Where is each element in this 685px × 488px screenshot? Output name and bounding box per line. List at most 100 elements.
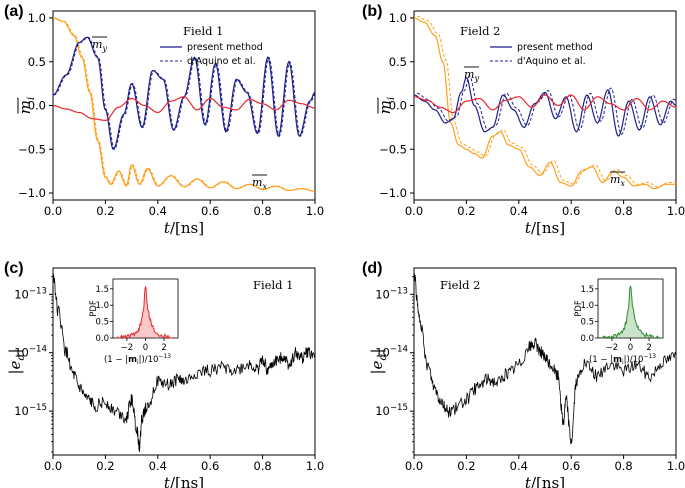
y-axis-label-text: |eα|: [6, 348, 27, 374]
panel-d: (d) 0.0 0.2 0.4 0.6 0.8 1.0 10−13 10−14 10−15 t/[n…: [362, 260, 685, 488]
y-axis-label: mi: [16, 97, 37, 115]
inset-y-tick-label: 0.0: [95, 334, 109, 344]
x-tick-label: 0.2: [96, 459, 114, 473]
inset-x-tick-label: 0: [628, 343, 633, 353]
y-tick-label: −1.0: [18, 186, 46, 200]
legend-reference: d'Aquino et al.: [517, 56, 586, 67]
x-tick-label: 0.0: [405, 204, 423, 218]
x-tick-label: 1.0: [667, 459, 685, 473]
series-m_y-reference: [417, 75, 676, 136]
y-tick-label: 10−15: [14, 403, 47, 418]
x-tick-label: 0.2: [457, 204, 475, 218]
y-tick-label: −0.5: [18, 142, 46, 156]
x-tick-label: 0.4: [149, 204, 167, 218]
x-tick-label: 0.0: [44, 204, 62, 218]
panel-label: (d): [362, 260, 382, 277]
inset-x-tick-label: 2: [646, 343, 651, 353]
inset-y-label-text: PDF: [89, 300, 99, 317]
x-tick-label: 0.8: [614, 204, 632, 218]
series-m_x-reference: [417, 15, 676, 188]
panel-label: (b): [362, 3, 382, 20]
y-tick-label: 0.0: [28, 99, 46, 113]
inset-x-label: (1 − |mi|)/10−13: [104, 353, 171, 366]
field-annotation: Field 2: [440, 278, 480, 292]
series-error: [414, 273, 676, 445]
x-tick-label: 1.0: [667, 204, 685, 218]
series-m_z: [414, 94, 676, 114]
field-annotation: Field 1: [183, 24, 223, 38]
y-tick-label: 10−15: [375, 403, 408, 418]
series-m_z: [53, 96, 315, 122]
x-axis-label: t/[ns]: [164, 474, 204, 488]
x-tick-label: 0.2: [457, 459, 475, 473]
x-tick-label: 0.8: [253, 459, 271, 473]
y-tick-label: 0.5: [28, 55, 46, 69]
y-tick-label: −0.5: [379, 142, 407, 156]
x-tick-label: 0.6: [562, 204, 580, 218]
x-tick-label: 0.0: [44, 459, 62, 473]
inset-fill: [117, 286, 174, 338]
curve-label-m_x: mx: [610, 173, 625, 188]
y-axis-label: |eα|: [6, 348, 27, 374]
inset-histogram: −2 0 2 0.0 0.5 1.0 1.5 PDF (1 − |mi|)/10−13: [89, 278, 179, 366]
y-tick-label: 1.0: [389, 11, 407, 25]
plot-area: [53, 17, 315, 192]
plot-area: [53, 270, 315, 453]
inset-y-tick-label: 1.5: [95, 285, 109, 295]
panel-b: (b) 0.0 0.2 0.4 0.6 0.8 1.0 1.0 0.5 0.0 −0.5 −1.0 t/…: [362, 3, 685, 237]
inset-x-label: (1 − |mi|)/10−13: [589, 353, 656, 366]
x-tick-label: 0.4: [510, 204, 528, 218]
field-annotation: Field 1: [253, 278, 293, 292]
inset-x-tick-label: −2: [121, 343, 134, 353]
inset-y-tick-label: 0.0: [580, 334, 594, 344]
inset-y-tick-label: 1.0: [95, 301, 109, 311]
plot-area: [414, 15, 676, 190]
inset-y-tick-label: 0.5: [95, 318, 109, 328]
inset-y-tick-label: 1.0: [580, 301, 594, 311]
series-m_x: [414, 17, 676, 190]
panel-label: (a): [4, 3, 24, 20]
inset-fill: [602, 285, 659, 338]
y-axis-label-text: mi: [16, 97, 37, 115]
x-tick-label: 0.4: [149, 459, 167, 473]
curve-label-m_y: my: [464, 68, 479, 83]
x-axis-label: t/[ns]: [525, 474, 565, 488]
y-tick-label: 10−13: [375, 286, 408, 301]
x-tick-label: 0.6: [201, 459, 219, 473]
panel-label: (c): [4, 260, 24, 277]
inset-curve: [117, 286, 174, 340]
y-tick-label: 1.0: [28, 11, 46, 25]
legend-reference: d'Aquino et al.: [187, 56, 256, 67]
y-axis-label: |eα|: [368, 348, 389, 374]
field-annotation: Field 2: [460, 24, 500, 38]
inset-frame: [597, 278, 664, 339]
curve-label-m_x: mx: [252, 176, 267, 191]
x-tick-label: 0.0: [405, 459, 423, 473]
plot-area: [414, 273, 676, 445]
y-tick-label: 10−14: [14, 345, 47, 360]
inset-histogram: −2 0 2 0.0 0.5 1.0 1.5 PDF (1 − |mi|)/10−13: [574, 278, 664, 366]
x-tick-label: 0.4: [510, 459, 528, 473]
x-tick-label: 0.8: [253, 204, 271, 218]
inset-x-tick-label: 2: [161, 343, 166, 353]
y-tick-label: 0.5: [389, 55, 407, 69]
x-axis-label: t/[ns]: [164, 219, 204, 237]
inset-y-label: PDF: [89, 300, 99, 317]
x-tick-label: 0.6: [562, 459, 580, 473]
x-tick-label: 1.0: [306, 459, 324, 473]
inset-y-label: PDF: [574, 300, 584, 317]
x-tick-label: 0.2: [96, 204, 114, 218]
inset-y-tick-label: 1.5: [580, 285, 594, 295]
inset-x-tick-label: 0: [143, 343, 148, 353]
x-tick-label: 1.0: [306, 204, 324, 218]
x-axis-label: t/[ns]: [525, 219, 565, 237]
legend-present: present method: [187, 42, 263, 53]
legend-present: present method: [517, 42, 593, 53]
y-axis-label: mi: [376, 97, 397, 115]
axes-frame: [413, 10, 677, 201]
y-tick-label: −1.0: [379, 186, 407, 200]
y-tick-label: 0.0: [389, 99, 407, 113]
x-tick-label: 0.8: [614, 459, 632, 473]
series-m_x-reference: [53, 17, 315, 192]
